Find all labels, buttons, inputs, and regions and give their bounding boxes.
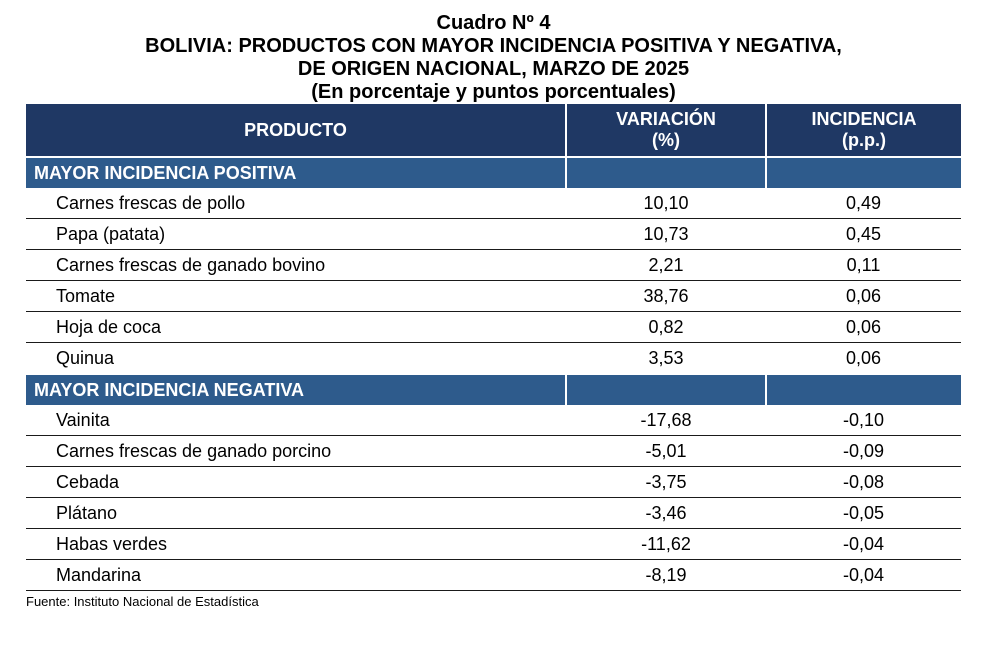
product-cell: Habas verdes — [26, 528, 566, 560]
variation-cell: -3,75 — [566, 466, 766, 498]
product-cell: Plátano — [26, 497, 566, 529]
table-title: Cuadro Nº 4 BOLIVIA: PRODUCTOS CON MAYOR… — [0, 0, 987, 104]
table-row: Carnes frescas de pollo 10,10 0,49 — [26, 188, 961, 219]
section-negative: MAYOR INCIDENCIA NEGATIVA — [26, 373, 961, 405]
table-row: Mandarina -8,19 -0,04 — [26, 559, 961, 591]
variation-cell: 38,76 — [566, 280, 766, 312]
section-positive-label: MAYOR INCIDENCIA POSITIVA — [26, 156, 566, 188]
section-negative-label: MAYOR INCIDENCIA NEGATIVA — [26, 373, 566, 405]
product-cell: Cebada — [26, 466, 566, 498]
header-variation: VARIACIÓN (%) — [565, 104, 766, 157]
incidence-cell: 0,49 — [766, 188, 961, 219]
incidence-cell: 0,06 — [766, 311, 961, 343]
product-cell: Hoja de coca — [26, 311, 566, 343]
incidence-cell: -0,04 — [766, 559, 961, 591]
incidence-cell: 0,06 — [766, 342, 961, 375]
header-row: PRODUCTO VARIACIÓN (%) INCIDENCIA (p.p.) — [26, 104, 961, 157]
product-cell: Papa (patata) — [26, 218, 566, 250]
table-row: Plátano -3,46 -0,05 — [26, 497, 961, 529]
section-cell — [765, 156, 961, 188]
variation-cell: 2,21 — [566, 249, 766, 281]
incidence-cell: 0,11 — [766, 249, 961, 281]
incidence-cell: -0,09 — [766, 435, 961, 467]
section-cell — [565, 156, 766, 188]
incidence-cell: -0,05 — [766, 497, 961, 529]
variation-cell: 3,53 — [566, 342, 766, 375]
variation-cell: 10,10 — [566, 188, 766, 219]
product-cell: Carnes frescas de ganado bovino — [26, 249, 566, 281]
incidence-table: PRODUCTO VARIACIÓN (%) INCIDENCIA (p.p.)… — [26, 104, 961, 591]
section-cell — [765, 373, 961, 405]
variation-cell: -5,01 — [566, 435, 766, 467]
incidence-cell: 0,45 — [766, 218, 961, 250]
table-row: Tomate 38,76 0,06 — [26, 280, 961, 312]
product-cell: Quinua — [26, 342, 566, 375]
incidence-cell: 0,06 — [766, 280, 961, 312]
header-incidence: INCIDENCIA (p.p.) — [765, 104, 961, 157]
section-cell — [565, 373, 766, 405]
title-line-1: Cuadro Nº 4 — [436, 12, 551, 34]
variation-cell: -8,19 — [566, 559, 766, 591]
table-row: Habas verdes -11,62 -0,04 — [26, 528, 961, 560]
product-cell: Vainita — [26, 405, 566, 436]
product-cell: Carnes frescas de ganado porcino — [26, 435, 566, 467]
table-row: Vainita -17,68 -0,10 — [26, 405, 961, 436]
header-variation-line1: VARIACIÓN — [616, 109, 716, 129]
source-note: Fuente: Instituto Nacional de Estadístic… — [26, 594, 259, 609]
table-row: Carnes frescas de ganado bovino 2,21 0,1… — [26, 249, 961, 281]
table-row: Carnes frescas de ganado porcino -5,01 -… — [26, 435, 961, 467]
product-cell: Mandarina — [26, 559, 566, 591]
title-line-2: BOLIVIA: PRODUCTOS CON MAYOR INCIDENCIA … — [145, 35, 842, 57]
section-positive: MAYOR INCIDENCIA POSITIVA — [26, 156, 961, 188]
incidence-cell: -0,10 — [766, 405, 961, 436]
product-cell: Tomate — [26, 280, 566, 312]
incidence-cell: -0,08 — [766, 466, 961, 498]
header-variation-line2: (%) — [652, 130, 680, 150]
table-row: Hoja de coca 0,82 0,06 — [26, 311, 961, 343]
variation-cell: 10,73 — [566, 218, 766, 250]
title-line-3: DE ORIGEN NACIONAL, MARZO DE 2025 — [297, 58, 690, 80]
variation-cell: -3,46 — [566, 497, 766, 529]
variation-cell: -17,68 — [566, 405, 766, 436]
title-line-4: (En porcentaje y puntos porcentuales) — [311, 81, 676, 103]
header-incidence-line1: INCIDENCIA — [811, 109, 917, 129]
variation-cell: 0,82 — [566, 311, 766, 343]
header-product: PRODUCTO — [26, 104, 566, 157]
variation-cell: -11,62 — [566, 528, 766, 560]
header-incidence-line2: (p.p.) — [842, 130, 886, 150]
product-cell: Carnes frescas de pollo — [26, 188, 566, 219]
table-row: Cebada -3,75 -0,08 — [26, 466, 961, 498]
table-row: Papa (patata) 10,73 0,45 — [26, 218, 961, 250]
table-row: Quinua 3,53 0,06 — [26, 342, 961, 375]
incidence-cell: -0,04 — [766, 528, 961, 560]
